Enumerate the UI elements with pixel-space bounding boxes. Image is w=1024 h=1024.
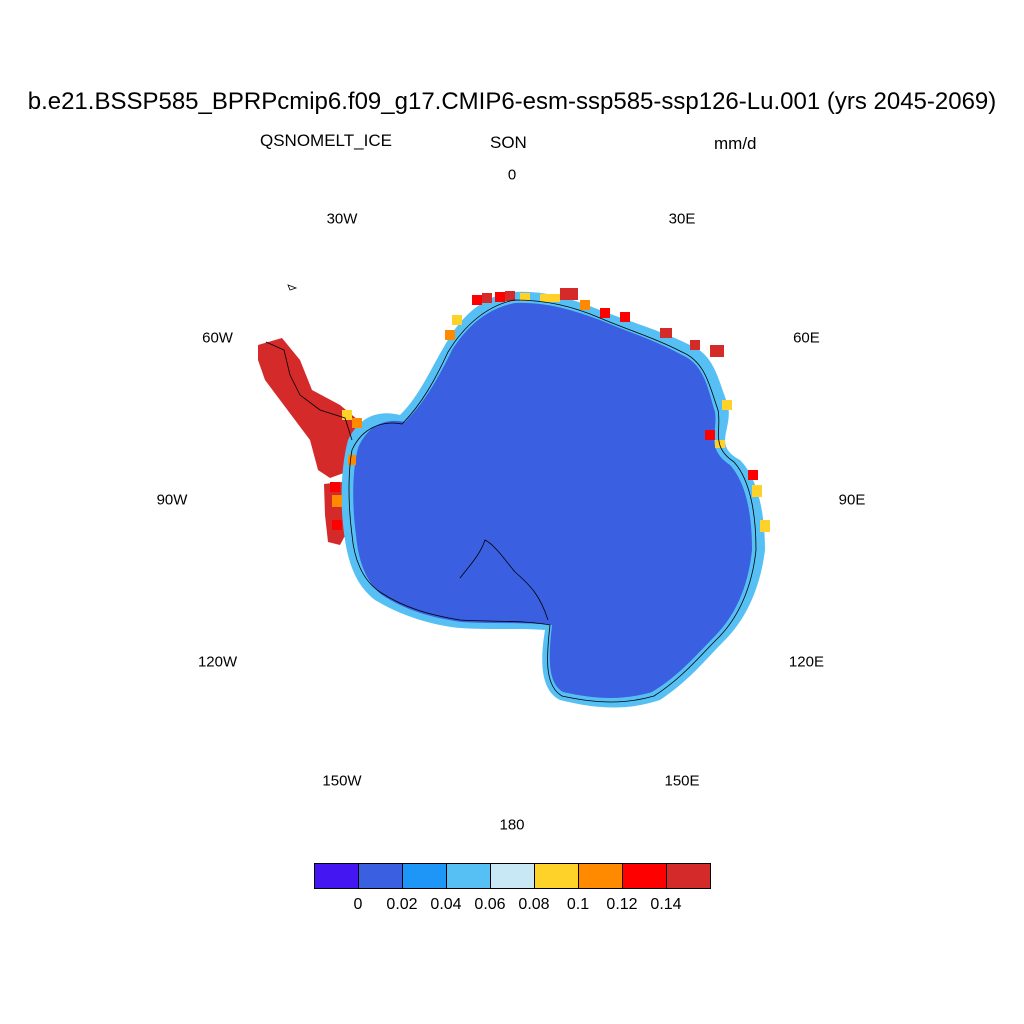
units-label: mm/d [714,134,757,153]
colorbar-tick-label: 0.14 [650,896,682,913]
lon-120w-label: 120W [197,653,238,671]
coastal-melt-spots [330,288,770,532]
coastline [348,299,757,703]
map-cells [258,284,770,708]
lon-150w-label: 150W [322,772,362,790]
colorbar-box [490,863,535,889]
colorbar-tick-label: 0.1 [566,896,590,913]
lon-60w-label: 60W [202,329,233,347]
peninsula-region [258,338,358,478]
colorbar-tick-label: 0.12 [606,896,638,913]
ice-interior [353,302,752,698]
colorbar-box [358,863,403,889]
season-label: SON [490,133,527,152]
colorbar-tick-label: 0.08 [518,896,550,913]
colorbar-box [534,863,579,889]
colorbar-box [666,863,711,889]
colorbar-box [446,863,491,889]
colorbar-tick-label: 0.04 [430,896,462,913]
lon-120e-label: 120E [788,653,824,671]
lon-30w-label: 30W [326,210,358,228]
lon-90e-label: 90E [838,491,866,509]
lon-60e-label: 60E [793,329,820,347]
lon-30e-label: 30E [668,210,696,228]
colorbar-box [622,863,667,889]
colorbar-box [402,863,447,889]
lon-90w-label: 90W [156,491,188,509]
lon-180-label: 180 [499,816,525,834]
colorbar [314,863,711,889]
variable-label: QSNOMELT_ICE [260,131,392,150]
colorbar-box [578,863,623,889]
colorbar-tick-label: 0 [353,896,363,913]
colorbar-tick-label: 0.02 [386,896,418,913]
map-title: b.e21.BSSP585_BPRPcmip6.f09_g17.CMIP6-es… [27,88,997,115]
ross-ice-shelf-line [459,539,549,621]
peninsula-coastline [265,284,353,441]
colorbar-tick-label: 0.06 [474,896,506,913]
lon-150e-label: 150E [664,772,700,790]
lon-0-label: 0 [507,166,517,184]
colorbar-box [314,863,359,889]
